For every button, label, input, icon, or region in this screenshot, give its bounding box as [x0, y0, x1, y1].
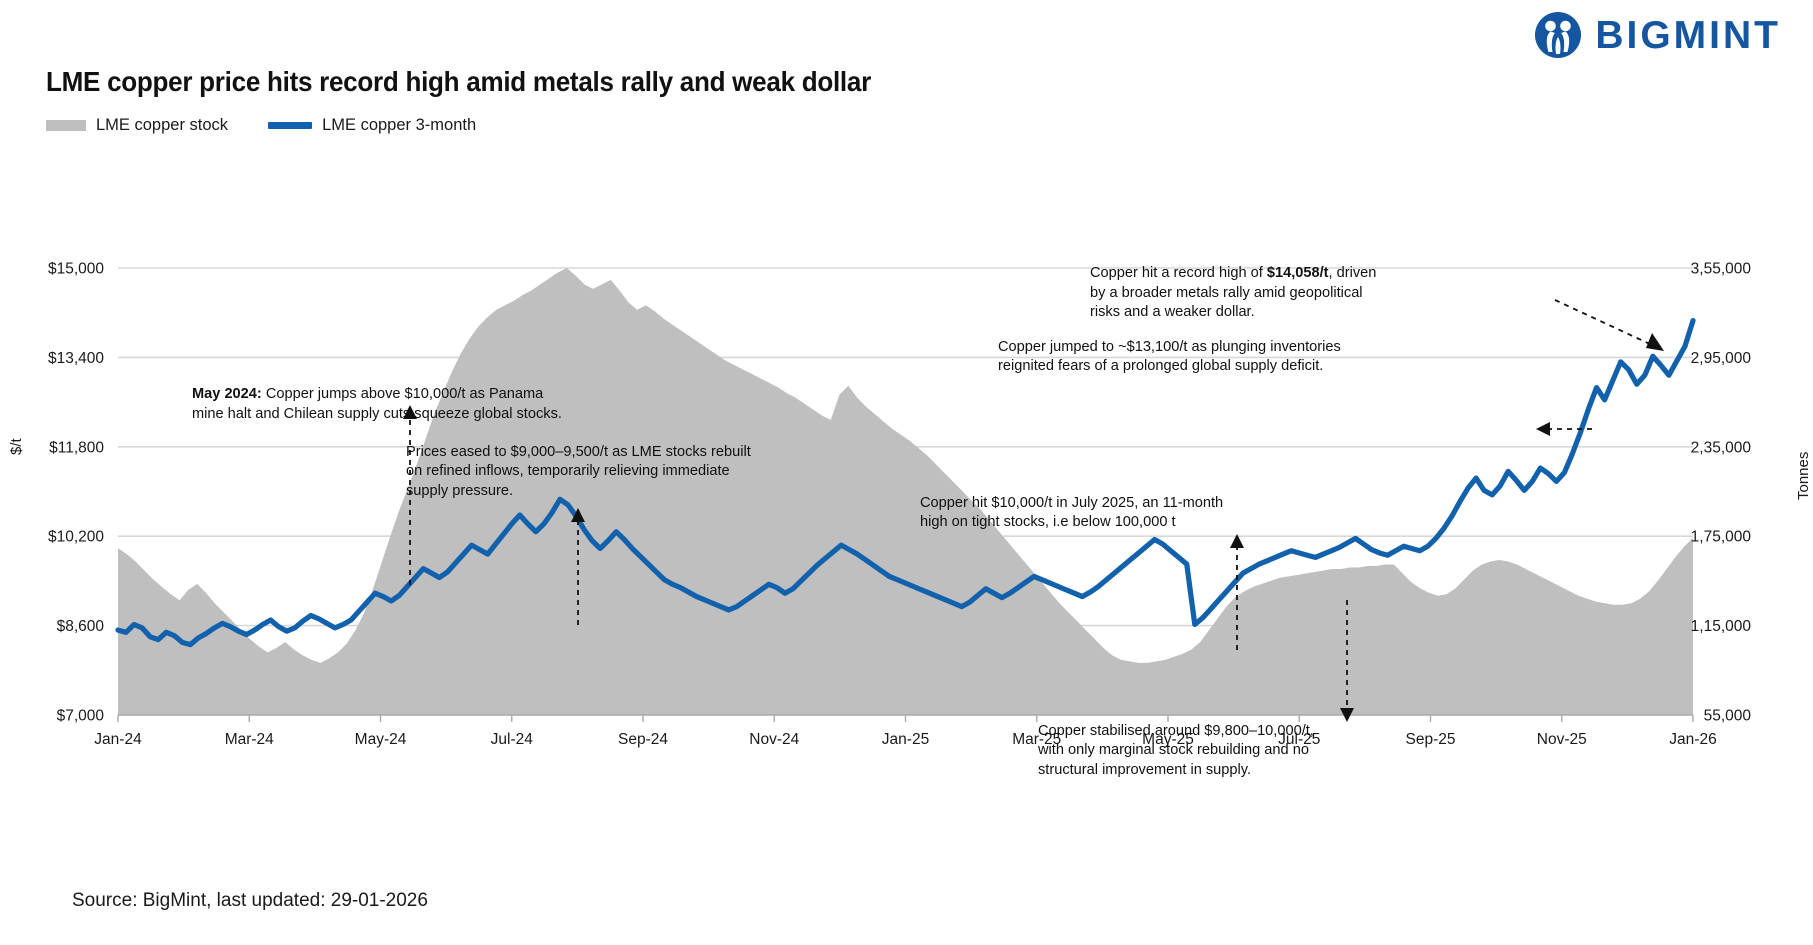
page-title: LME copper price hits record high amid m… [46, 66, 871, 97]
svg-text:May-25: May-25 [1142, 731, 1194, 748]
svg-text:$10,200: $10,200 [48, 529, 104, 546]
svg-text:$13,400: $13,400 [48, 350, 104, 367]
x-axis-line [117, 714, 1694, 722]
annotation-price-ease: Prices eased to $9,000–9,500/t as LME st… [406, 444, 751, 499]
svg-text:$8,600: $8,600 [57, 618, 105, 635]
y-axis-right-tick-labels: 55,000 1,15,000 1,75,000 2,35,000 2,95,000 3,… [1691, 261, 1752, 725]
svg-text:1,15,000: 1,15,000 [1691, 618, 1752, 635]
svg-text:$7,000: $7,000 [57, 708, 105, 725]
annotation-july-2025: Copper hit $10,000/t in July 2025, an 11… [920, 495, 1224, 531]
svg-text:2,95,000: 2,95,000 [1691, 350, 1752, 367]
x-axis-tick-labels: Jan-24 Mar-24 May-24 Jul-24 Sep-24 Nov-24 Jan-… [94, 731, 1716, 748]
annotation-record-high-part1: Copper hit a record high of [1090, 265, 1267, 282]
y-axis-left-tick-labels: $7,000 $8,600 $10,200 $11,800 $13,400 $15,000 [48, 261, 104, 725]
legend-swatch-area-icon [46, 120, 86, 131]
brand-wordmark: BIGMINT [1595, 13, 1781, 57]
svg-text:Sep-25: Sep-25 [1406, 731, 1456, 748]
svg-text:$15,000: $15,000 [48, 261, 104, 278]
annotation-record-high: Copper hit a record high of $14,058/t, d… [1090, 245, 1390, 323]
svg-text:Mar-25: Mar-25 [1012, 731, 1061, 748]
svg-text:Nov-25: Nov-25 [1537, 731, 1587, 748]
svg-text:Jan-24: Jan-24 [94, 731, 142, 748]
annotation-record-high-value: $14,058/t [1266, 265, 1329, 282]
annotation-arrows [403, 299, 1664, 722]
legend-label-stock: LME copper stock [96, 116, 229, 134]
svg-text:Jan-26: Jan-26 [1669, 731, 1716, 748]
legend-swatch-line-icon [268, 122, 313, 129]
svg-text:Nov-24: Nov-24 [749, 731, 799, 748]
svg-text:$11,800: $11,800 [49, 439, 104, 456]
svg-text:May-24: May-24 [355, 731, 407, 748]
series-lme-copper-3month-line [115, 318, 1696, 648]
chart-legend: LME copper stock LME copper 3-month [46, 116, 476, 135]
svg-text:3,55,000: 3,55,000 [1691, 261, 1752, 278]
annotation-stabilised: Copper stabilised around $9,800–10,000/t… [1038, 723, 1314, 778]
svg-text:1,75,000: 1,75,000 [1691, 529, 1752, 546]
series-lme-copper-stock-area [118, 268, 1693, 715]
svg-text:Mar-24: Mar-24 [225, 731, 274, 748]
svg-text:Sep-24: Sep-24 [618, 731, 668, 748]
bigmint-circle-figures-icon [1535, 12, 1582, 58]
annotation-may-2024-prefix: May 2024: [192, 386, 262, 403]
svg-text:55,000: 55,000 [1704, 708, 1752, 725]
annotation-record-high-part2: , driven by a broader metals rally amid … [1090, 265, 1377, 321]
svg-text:Jul-25: Jul-25 [1278, 731, 1320, 748]
svg-text:2,35,000: 2,35,000 [1691, 439, 1752, 456]
brand-logo: BIGMINT [1535, 12, 1781, 58]
source-note: Source: BigMint, last updated: 29-01-202… [72, 890, 428, 911]
legend-label-price: LME copper 3-month [322, 116, 477, 134]
svg-text:Jul-24: Jul-24 [491, 731, 534, 748]
annotation-jumped-13100: Copper jumped to ~$13,100/t as plunging … [998, 339, 1341, 375]
svg-text:Jan-25: Jan-25 [882, 731, 929, 748]
legend-item-price[interactable]: LME copper 3-month [268, 116, 476, 135]
annotation-may-2024-text: Copper jumps above $10,000/t as Panama m… [192, 386, 562, 422]
y-axis-right-title: Tonnes [1795, 451, 1812, 500]
legend-item-stock[interactable]: LME copper stock [46, 116, 228, 135]
y-axis-left-title: $/t [8, 438, 25, 455]
annotation-may-2024: May 2024: Copper jumps above $10,000/t a… [192, 366, 562, 424]
